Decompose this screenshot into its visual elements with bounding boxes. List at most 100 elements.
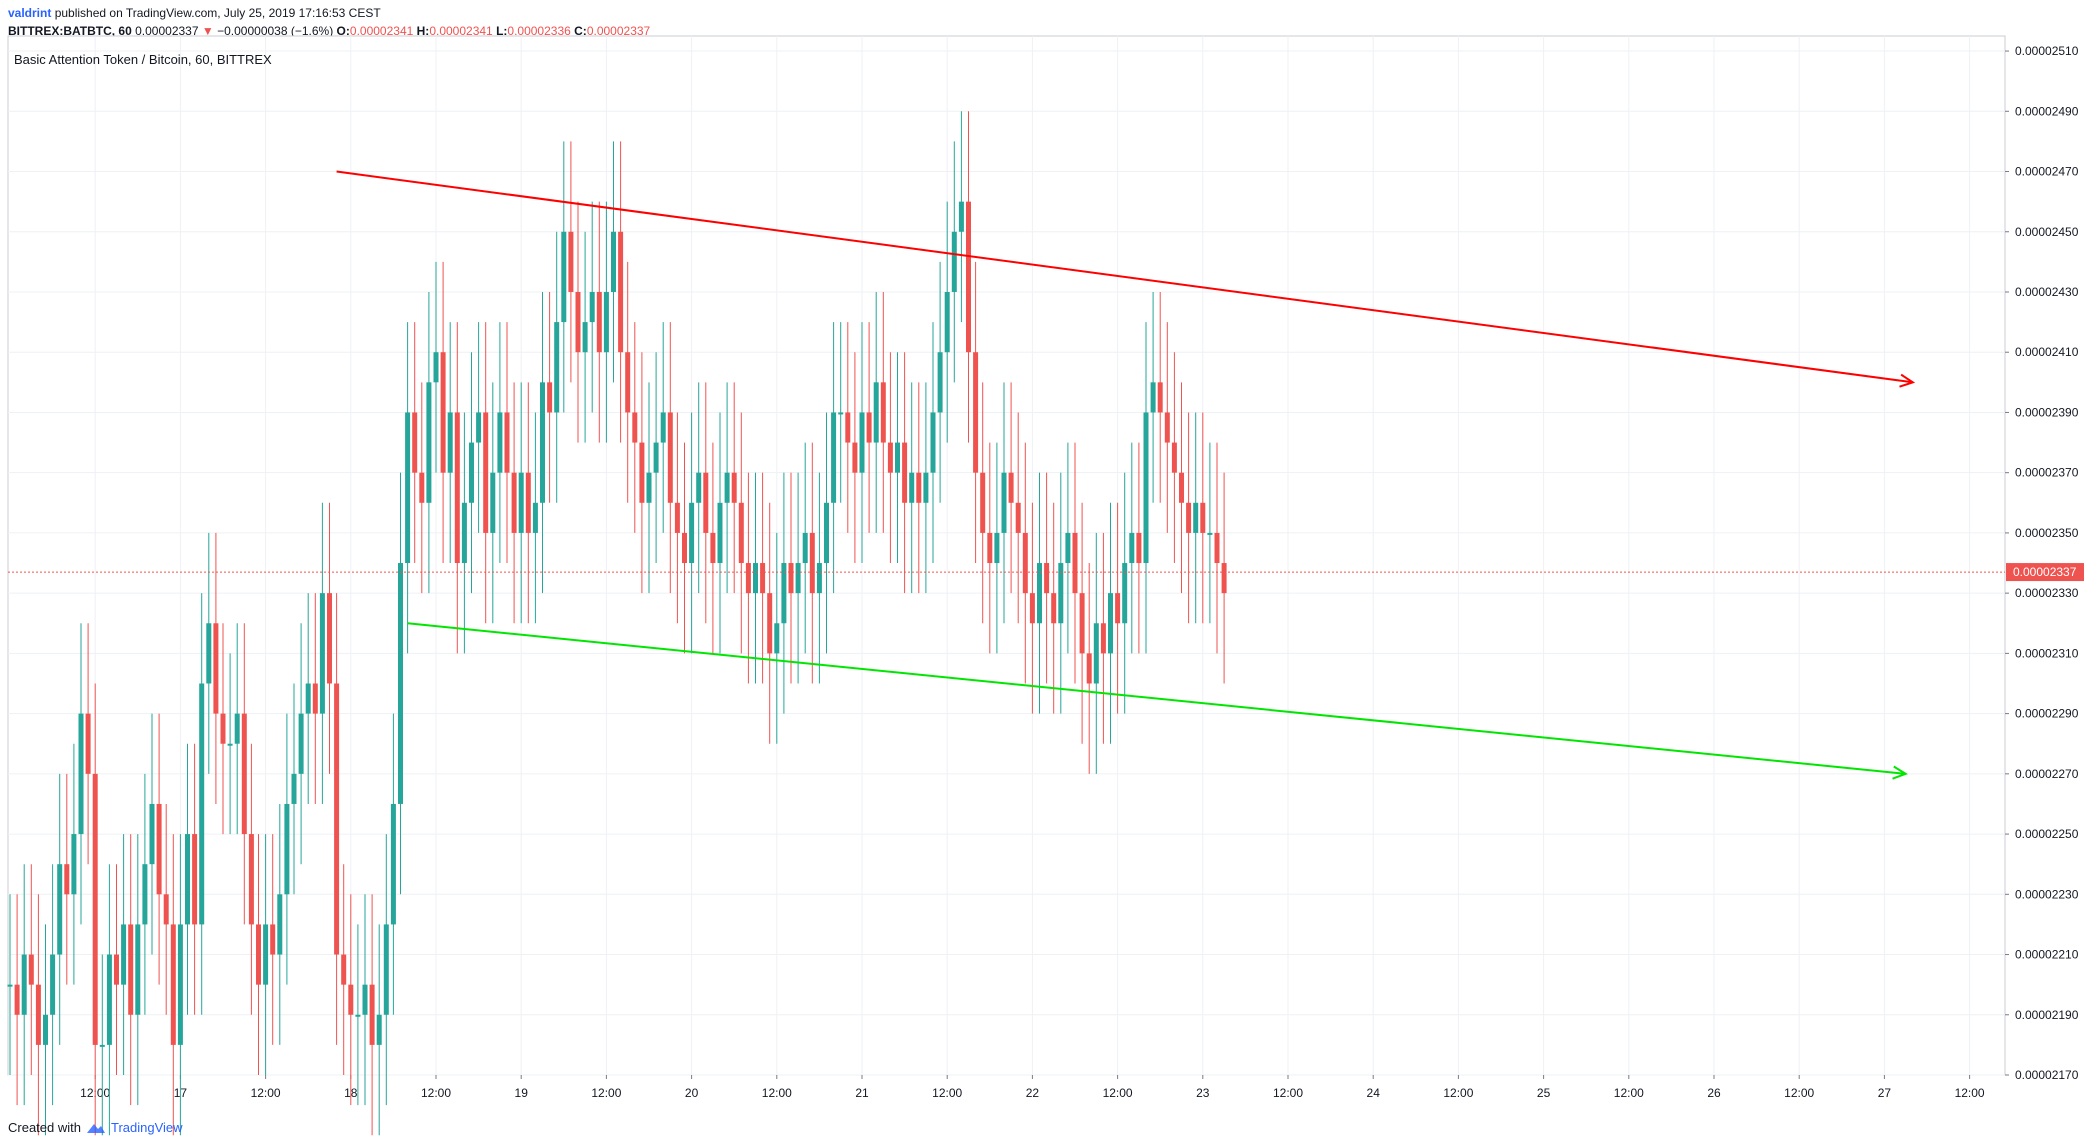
candle-body[interactable]: [611, 231, 616, 292]
candle-body[interactable]: [433, 352, 439, 383]
candle-body[interactable]: [547, 382, 553, 413]
candle-body[interactable]: [57, 864, 63, 955]
candle-body[interactable]: [887, 442, 893, 473]
candle-body[interactable]: [824, 502, 829, 564]
candle-body[interactable]: [561, 231, 567, 323]
candle-body[interactable]: [909, 472, 915, 503]
candle-body[interactable]: [575, 291, 581, 353]
candle-body[interactable]: [1221, 563, 1227, 594]
candle-body[interactable]: [376, 1014, 382, 1045]
candle-body[interactable]: [582, 322, 588, 353]
candle-body[interactable]: [1150, 382, 1156, 413]
candle-body[interactable]: [99, 1044, 105, 1047]
candle-body[interactable]: [753, 563, 758, 594]
candle-body[interactable]: [1207, 532, 1213, 535]
candle-body[interactable]: [518, 472, 524, 533]
candle-body[interactable]: [674, 502, 680, 533]
candle-body[interactable]: [28, 954, 34, 985]
candle-body[interactable]: [419, 472, 425, 503]
candle-body[interactable]: [866, 412, 872, 443]
candle-body[interactable]: [902, 442, 908, 503]
candle-body[interactable]: [667, 412, 673, 503]
candle-body[interactable]: [71, 834, 77, 895]
candle-body[interactable]: [1008, 472, 1014, 503]
candle-body[interactable]: [263, 924, 269, 985]
candle-body[interactable]: [227, 743, 233, 746]
candle-body[interactable]: [994, 532, 1000, 564]
candle-body[interactable]: [1051, 593, 1057, 624]
candle-body[interactable]: [1136, 532, 1142, 564]
candle-body[interactable]: [348, 984, 354, 1015]
candle-body[interactable]: [1164, 412, 1170, 443]
candle-body[interactable]: [390, 803, 396, 925]
candle-body[interactable]: [64, 864, 70, 895]
candle-body[interactable]: [284, 803, 290, 895]
candle-body[interactable]: [170, 924, 176, 1045]
candle-body[interactable]: [1093, 623, 1099, 684]
candle-body[interactable]: [795, 563, 801, 594]
candle-body[interactable]: [92, 773, 98, 1045]
candle-body[interactable]: [511, 472, 517, 533]
candle-body[interactable]: [85, 713, 91, 774]
candle-body[interactable]: [831, 412, 837, 503]
candle-body[interactable]: [845, 412, 851, 443]
candle-body[interactable]: [206, 623, 212, 684]
candle-body[interactable]: [554, 322, 560, 413]
candle-body[interactable]: [788, 563, 794, 594]
candle-body[interactable]: [447, 412, 453, 473]
candle-body[interactable]: [461, 502, 467, 564]
candle-body[interactable]: [802, 532, 808, 564]
candle-body[interactable]: [43, 1014, 48, 1045]
candle-body[interactable]: [277, 894, 283, 955]
candle-body[interactable]: [106, 954, 112, 1045]
candle-body[interactable]: [454, 412, 460, 564]
candle-body[interactable]: [319, 593, 325, 714]
candle-body[interactable]: [248, 834, 254, 925]
support-trendline[interactable]: [407, 622, 1906, 775]
candle-body[interactable]: [1214, 532, 1220, 564]
candle-body[interactable]: [1044, 563, 1050, 594]
candle-body[interactable]: [930, 412, 936, 473]
candle-body[interactable]: [767, 593, 773, 654]
plot-area[interactable]: [7, 35, 2006, 1076]
candle-body[interactable]: [220, 713, 226, 744]
candle-body[interactable]: [341, 954, 347, 985]
candle-body[interactable]: [1122, 563, 1128, 624]
candle-body[interactable]: [973, 352, 979, 473]
candle-body[interactable]: [426, 382, 432, 503]
candle-body[interactable]: [895, 442, 900, 473]
candle-body[interactable]: [383, 924, 389, 1015]
candle-body[interactable]: [838, 412, 844, 415]
candle-body[interactable]: [1108, 593, 1113, 654]
candle-body[interactable]: [1179, 472, 1184, 503]
candle-body[interactable]: [398, 563, 403, 804]
candle-body[interactable]: [1200, 502, 1206, 533]
candle-body[interactable]: [476, 412, 482, 443]
candle-body[interactable]: [689, 502, 695, 564]
candle-body[interactable]: [1129, 532, 1135, 564]
candle-body[interactable]: [163, 894, 169, 925]
candle-body[interactable]: [540, 382, 545, 503]
candle-body[interactable]: [142, 864, 148, 925]
candle-body[interactable]: [1086, 653, 1092, 684]
candle-body[interactable]: [1193, 502, 1199, 533]
candle-body[interactable]: [35, 984, 41, 1045]
candle-body[interactable]: [958, 201, 964, 232]
candle-body[interactable]: [1079, 593, 1085, 654]
candle-body[interactable]: [1157, 382, 1163, 413]
candle-body[interactable]: [362, 984, 368, 1015]
candle-body[interactable]: [639, 442, 645, 503]
candle-body[interactable]: [873, 382, 879, 443]
candle-body[interactable]: [305, 683, 311, 714]
candle-body[interactable]: [156, 803, 162, 895]
candle-body[interactable]: [816, 563, 822, 594]
candle-body[interactable]: [937, 352, 943, 413]
candle-body[interactable]: [738, 502, 744, 564]
candle-body[interactable]: [682, 532, 687, 564]
candle-body[interactable]: [7, 984, 13, 987]
candle-body[interactable]: [745, 563, 751, 594]
candle-body[interactable]: [1015, 502, 1021, 533]
candle-body[interactable]: [1143, 412, 1149, 564]
candle-body[interactable]: [50, 954, 56, 1015]
candle-body[interactable]: [185, 834, 190, 925]
